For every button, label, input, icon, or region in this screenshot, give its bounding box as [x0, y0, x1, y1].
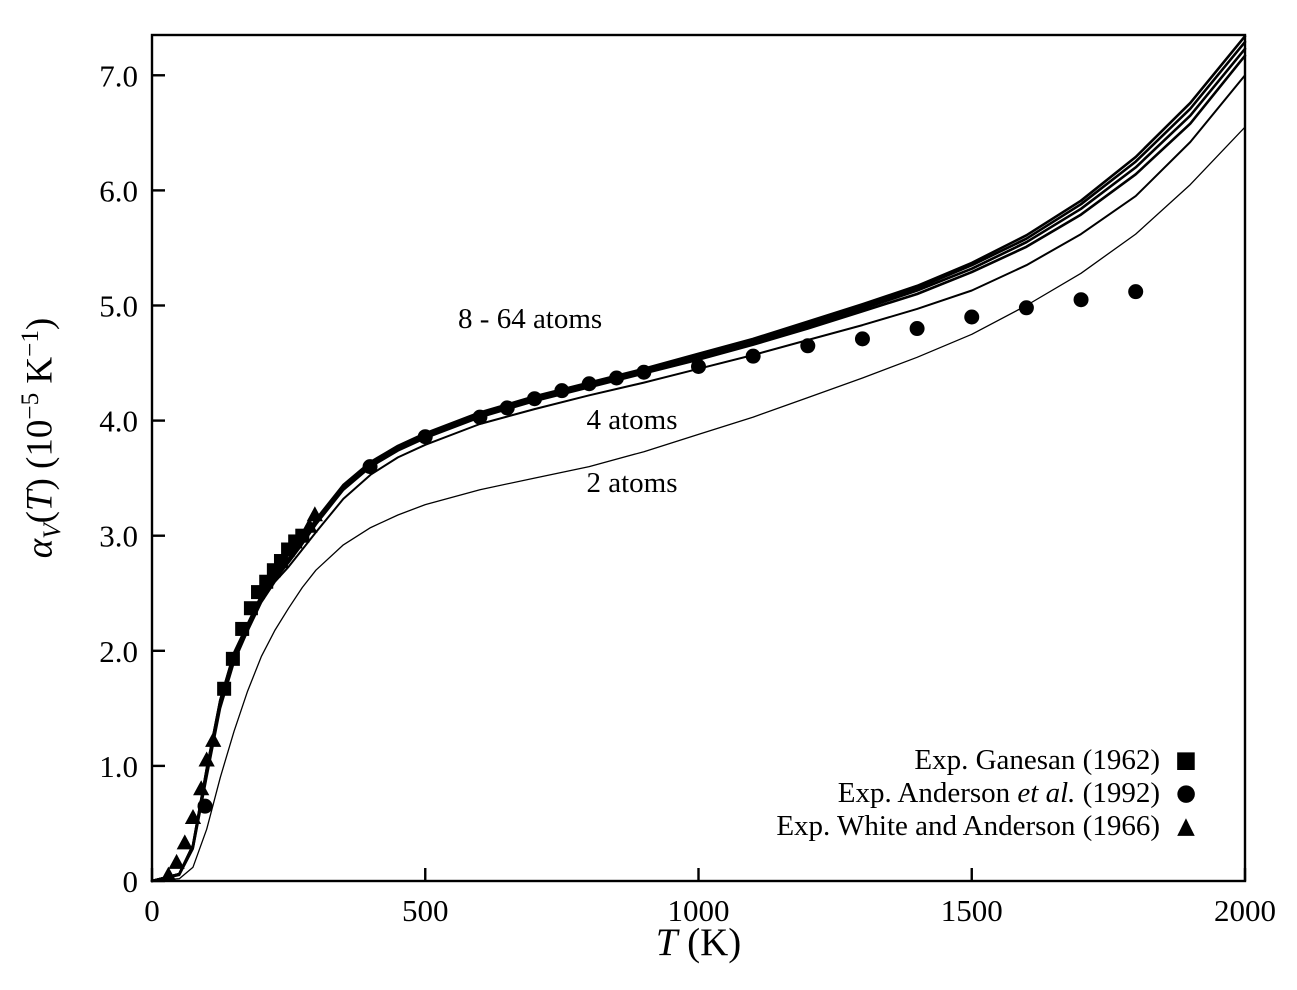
circle-marker [417, 429, 433, 445]
circle-marker [554, 383, 570, 399]
y-tick-label: 0 [123, 864, 139, 899]
circle-marker [636, 364, 652, 380]
square-marker [225, 651, 240, 666]
xlabel-part: (K) [677, 921, 742, 964]
ylabel-superscript: −1 [17, 330, 45, 357]
circle-marker [1128, 284, 1144, 300]
y-tick-label: 4.0 [99, 404, 138, 439]
circle-marker [1073, 292, 1089, 308]
x-tick-label: 0 [144, 893, 160, 928]
circle-marker [745, 348, 761, 364]
triangle-marker [184, 809, 202, 824]
ylabel-T: T [19, 490, 61, 512]
legend-label: Exp. Anderson et al. (1992) [837, 777, 1160, 809]
circle-marker [691, 358, 706, 374]
x-axis-label: T (K) [152, 920, 1245, 965]
triangle-marker [168, 853, 185, 869]
y-tick-label: 7.0 [99, 58, 138, 93]
square-marker [217, 681, 232, 696]
circle-marker-icon: ● [1175, 780, 1197, 806]
curve-label-2-atoms: 2 atoms [586, 467, 678, 500]
circle-marker [609, 370, 625, 386]
square-marker [243, 601, 258, 616]
circle-marker [800, 338, 816, 354]
triangle-marker [301, 517, 318, 533]
circle-marker [527, 391, 543, 407]
triangle-marker [198, 751, 215, 767]
x-tick-label: 1500 [941, 893, 1003, 928]
x-tick-label: 500 [402, 893, 449, 928]
square-marker [235, 621, 250, 636]
triangle-marker-icon: ▲ [1177, 813, 1195, 839]
line-2-atoms [151, 126, 1246, 882]
circle-marker [964, 309, 980, 325]
x-tick-label: 2000 [1214, 893, 1276, 928]
legend-label: Exp. Ganesan (1962) [914, 744, 1160, 776]
square-marker [273, 554, 288, 569]
curve-label-4-atoms: 4 atoms [586, 404, 678, 437]
circle-marker [854, 331, 870, 347]
legend: Exp. Ganesan (1962) ■ Exp. Anderson et a… [776, 744, 1212, 843]
legend-label: Exp. White and Anderson (1966) [776, 810, 1160, 842]
legend-item-ganesan: Exp. Ganesan (1962) ■ [776, 744, 1212, 777]
triangle-marker [306, 506, 323, 522]
ylabel-part: ) (10 [19, 419, 61, 491]
triangle-marker [176, 834, 193, 850]
y-tick-label: 2.0 [99, 634, 138, 669]
y-tick-label: 3.0 [99, 519, 138, 554]
ylabel-part: ) [19, 317, 61, 331]
legend-item-anderson: Exp. Anderson et al. (1992) ● [776, 777, 1212, 810]
triangle-marker [160, 866, 177, 882]
x-tick-label: 1000 [668, 893, 730, 928]
ylabel-part: K [19, 356, 61, 393]
triangle-marker [205, 731, 222, 747]
triangle-marker [193, 780, 210, 796]
square-marker [259, 574, 274, 589]
circle-marker [197, 798, 213, 814]
circle-marker [362, 459, 378, 475]
curve-label-8-64-atoms: 8 - 64 atoms [458, 302, 603, 335]
circle-marker [909, 321, 925, 337]
ylabel-subscript: V [38, 523, 66, 539]
circle-marker [581, 376, 597, 392]
circle-marker [1018, 300, 1034, 316]
square-marker-icon: ■ [1175, 747, 1197, 773]
xlabel-T: T [655, 921, 678, 964]
y-tick-label: 1.0 [99, 749, 138, 784]
ylabel-alpha: α [19, 538, 61, 559]
y-tick-label: 6.0 [99, 173, 138, 208]
ylabel-part: ( [19, 511, 61, 524]
y-tick-label: 5.0 [99, 288, 138, 323]
ylabel-superscript: −5 [17, 392, 45, 420]
circle-marker [472, 409, 488, 425]
y-axis-label: αV(T) (10−5 K−1) [17, 318, 67, 558]
legend-item-white-anderson: Exp. White and Anderson (1966) ▲ [776, 810, 1212, 843]
circle-marker [499, 400, 515, 416]
